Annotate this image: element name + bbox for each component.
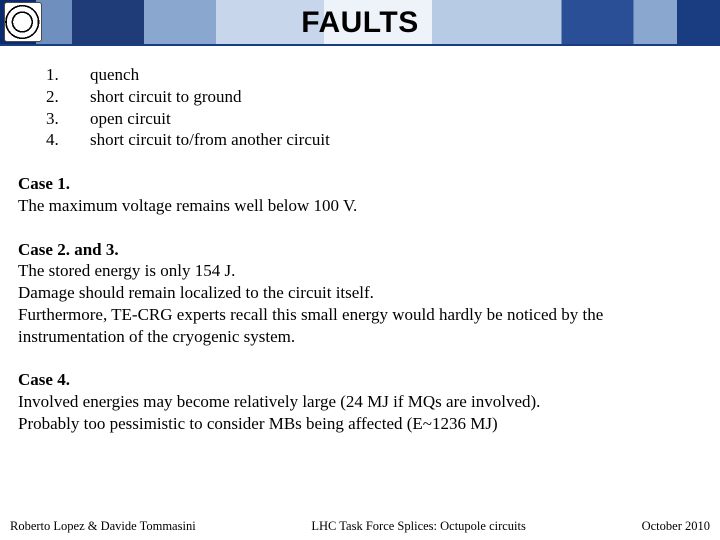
footer-subject: LHC Task Force Splices: Octupole circuit…	[311, 519, 525, 534]
case-title: Case 4.	[18, 369, 710, 391]
footer-authors: Roberto Lopez & Davide Tommasini	[10, 519, 196, 534]
footer-date: October 2010	[642, 519, 710, 534]
case-1-section: Case 1. The maximum voltage remains well…	[18, 173, 710, 217]
fault-list: 1. quench 2. short circuit to ground 3. …	[46, 64, 710, 151]
case-4-section: Case 4. Involved energies may become rel…	[18, 369, 710, 434]
list-item: 2. short circuit to ground	[46, 86, 710, 108]
list-number: 4.	[46, 129, 90, 151]
footer: Roberto Lopez & Davide Tommasini LHC Tas…	[0, 519, 720, 534]
case-line: Furthermore, TE-CRG experts recall this …	[18, 304, 710, 348]
list-text: short circuit to ground	[90, 86, 242, 108]
slide-body: 1. quench 2. short circuit to ground 3. …	[0, 46, 720, 435]
list-number: 2.	[46, 86, 90, 108]
list-number: 1.	[46, 64, 90, 86]
list-text: short circuit to/from another circuit	[90, 129, 330, 151]
case-line: Involved energies may become relatively …	[18, 391, 710, 413]
list-number: 3.	[46, 108, 90, 130]
case-line: The stored energy is only 154 J.	[18, 260, 710, 282]
slide-title: FAULTS	[0, 0, 720, 46]
case-line: Probably too pessimistic to consider MBs…	[18, 413, 710, 435]
slide: FAULTS 1. quench 2. short circuit to gro…	[0, 0, 720, 540]
header-banner: FAULTS	[0, 0, 720, 46]
case-line: Damage should remain localized to the ci…	[18, 282, 710, 304]
list-item: 4. short circuit to/from another circuit	[46, 129, 710, 151]
case-title: Case 2. and 3.	[18, 239, 710, 261]
list-item: 3. open circuit	[46, 108, 710, 130]
case-2-3-section: Case 2. and 3. The stored energy is only…	[18, 239, 710, 348]
case-title: Case 1.	[18, 173, 710, 195]
case-line: The maximum voltage remains well below 1…	[18, 195, 710, 217]
list-text: open circuit	[90, 108, 171, 130]
list-text: quench	[90, 64, 139, 86]
list-item: 1. quench	[46, 64, 710, 86]
